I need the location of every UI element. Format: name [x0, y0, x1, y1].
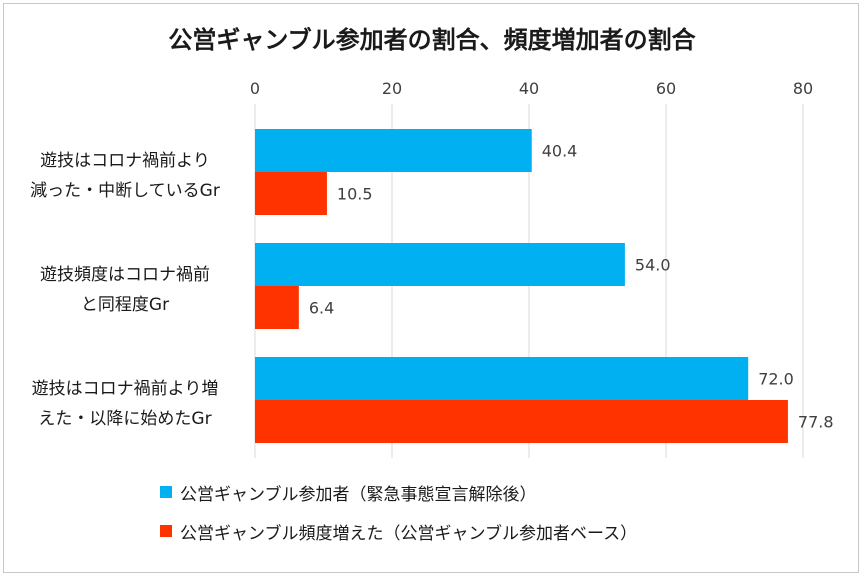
chart-frame: [3, 3, 859, 573]
x-tick-label: 0: [250, 79, 260, 98]
data-label: 40.4: [542, 142, 578, 161]
bar-participants: [255, 357, 749, 400]
category-label: 遊技はコロナ禍前より: [40, 151, 210, 171]
data-label: 77.8: [798, 413, 834, 432]
legend-swatch: [160, 486, 172, 498]
x-tick-label: 20: [382, 79, 402, 98]
data-label: 6.4: [309, 299, 334, 318]
x-tick-label: 60: [656, 79, 676, 98]
category-label: 遊技頻度はコロナ禍前: [40, 265, 210, 285]
category-label: 減った・中断しているGr: [30, 181, 220, 201]
data-label: 72.0: [758, 370, 794, 389]
data-label: 54.0: [635, 256, 671, 275]
x-tick-label: 80: [793, 79, 813, 98]
x-tick-label: 40: [519, 79, 539, 98]
category-label: 遊技はコロナ禍前より増: [32, 379, 219, 399]
bar-participants: [255, 243, 625, 286]
bar-frequency-increase: [255, 286, 299, 329]
data-label: 10.5: [337, 185, 373, 204]
legend: 公営ギャンブル参加者（緊急事態宣言解除後） 公営ギャンブル頻度増えた（公営ギャンブ…: [160, 482, 637, 560]
category-label: と同程度Gr: [81, 295, 169, 315]
legend-label: 公営ギャンブル参加者（緊急事態宣言解除後）: [180, 484, 537, 505]
legend-swatch: [160, 525, 172, 537]
bar-participants: [255, 129, 532, 172]
chart-title: 公営ギャンブル参加者の割合、頻度増加者の割合: [168, 26, 696, 54]
bar-frequency-increase: [255, 172, 327, 215]
legend-item: 公営ギャンブル参加者（緊急事態宣言解除後）: [160, 482, 637, 505]
legend-label: 公営ギャンブル頻度増えた（公営ギャンブル参加者ベース）: [180, 523, 638, 544]
bar-frequency-increase: [255, 400, 788, 443]
category-label: えた・以降に始めたGr: [38, 409, 211, 429]
legend-item: 公営ギャンブル頻度増えた（公営ギャンブル参加者ベース）: [160, 521, 638, 544]
